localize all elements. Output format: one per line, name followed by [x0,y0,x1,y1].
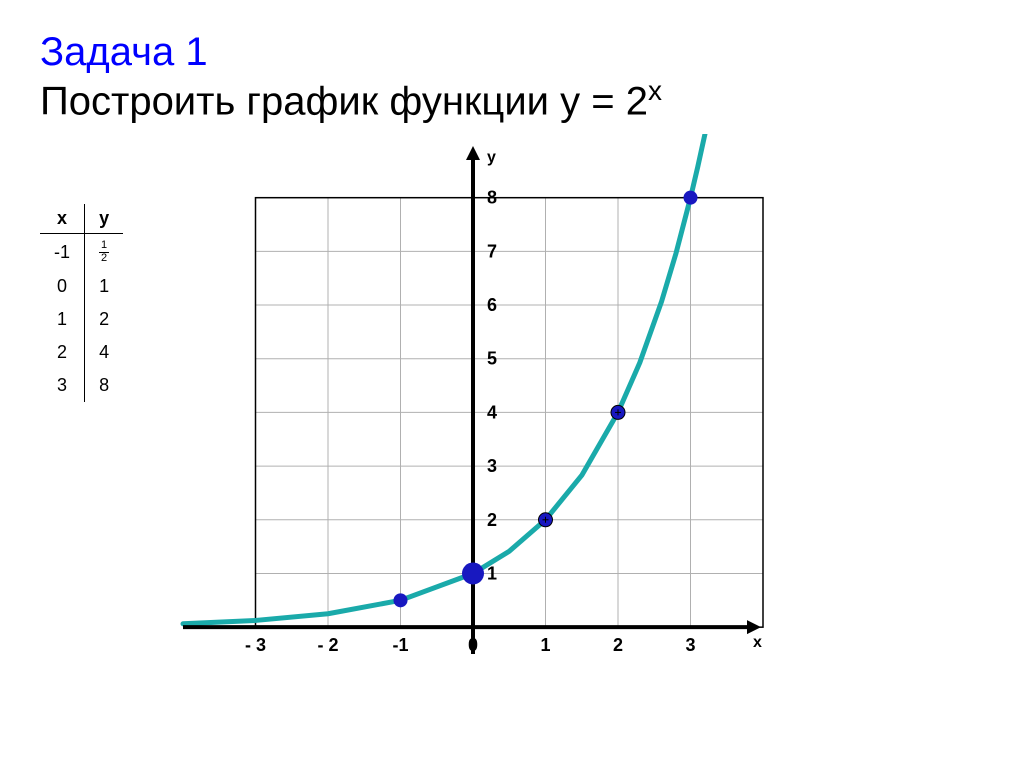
table-cell-y: 1 [85,270,124,303]
title-line2: Построить график функции y = 2x [40,75,984,124]
table-row: 01 [40,270,123,303]
title-prefix: Построить график функции y = 2 [40,79,648,123]
table-row: -112 [40,234,123,271]
svg-text:7: 7 [487,242,497,262]
svg-text:1: 1 [541,635,551,655]
svg-text:3: 3 [686,635,696,655]
svg-text:x: x [753,634,762,651]
svg-text:2: 2 [487,510,497,530]
svg-text:6: 6 [487,295,497,315]
chart: 1 2 3 4 5 6 7 8 - 3 - 2 -1 0 1 2 3 y x [163,134,783,699]
svg-text:- 3: - 3 [245,635,266,655]
table-cell-y: 12 [85,234,124,271]
table-cell-x: 2 [40,336,85,369]
svg-text:0: 0 [468,635,478,655]
svg-text:4: 4 [487,403,497,423]
svg-text:- 2: - 2 [318,635,339,655]
svg-text:3: 3 [487,456,497,476]
svg-text:1: 1 [487,564,497,584]
title-line1: Задача 1 [40,30,984,75]
table-cell-y: 4 [85,336,124,369]
table-cell-y: 8 [85,369,124,402]
table-cell-y: 2 [85,303,124,336]
table-cell-x: 0 [40,270,85,303]
svg-text:8: 8 [487,188,497,208]
title-sup: x [648,75,662,106]
table-header-y: y [85,204,124,234]
data-table: x y -11201122438 [40,204,123,402]
svg-text:5: 5 [487,349,497,369]
table-header-x: x [40,204,85,234]
table-cell-x: -1 [40,234,85,271]
table-row: 12 [40,303,123,336]
svg-text:2: 2 [613,635,623,655]
table-row: 38 [40,369,123,402]
table-cell-x: 3 [40,369,85,402]
svg-text:y: y [487,149,496,166]
table-cell-x: 1 [40,303,85,336]
svg-text:-1: -1 [393,635,409,655]
table-row: 24 [40,336,123,369]
